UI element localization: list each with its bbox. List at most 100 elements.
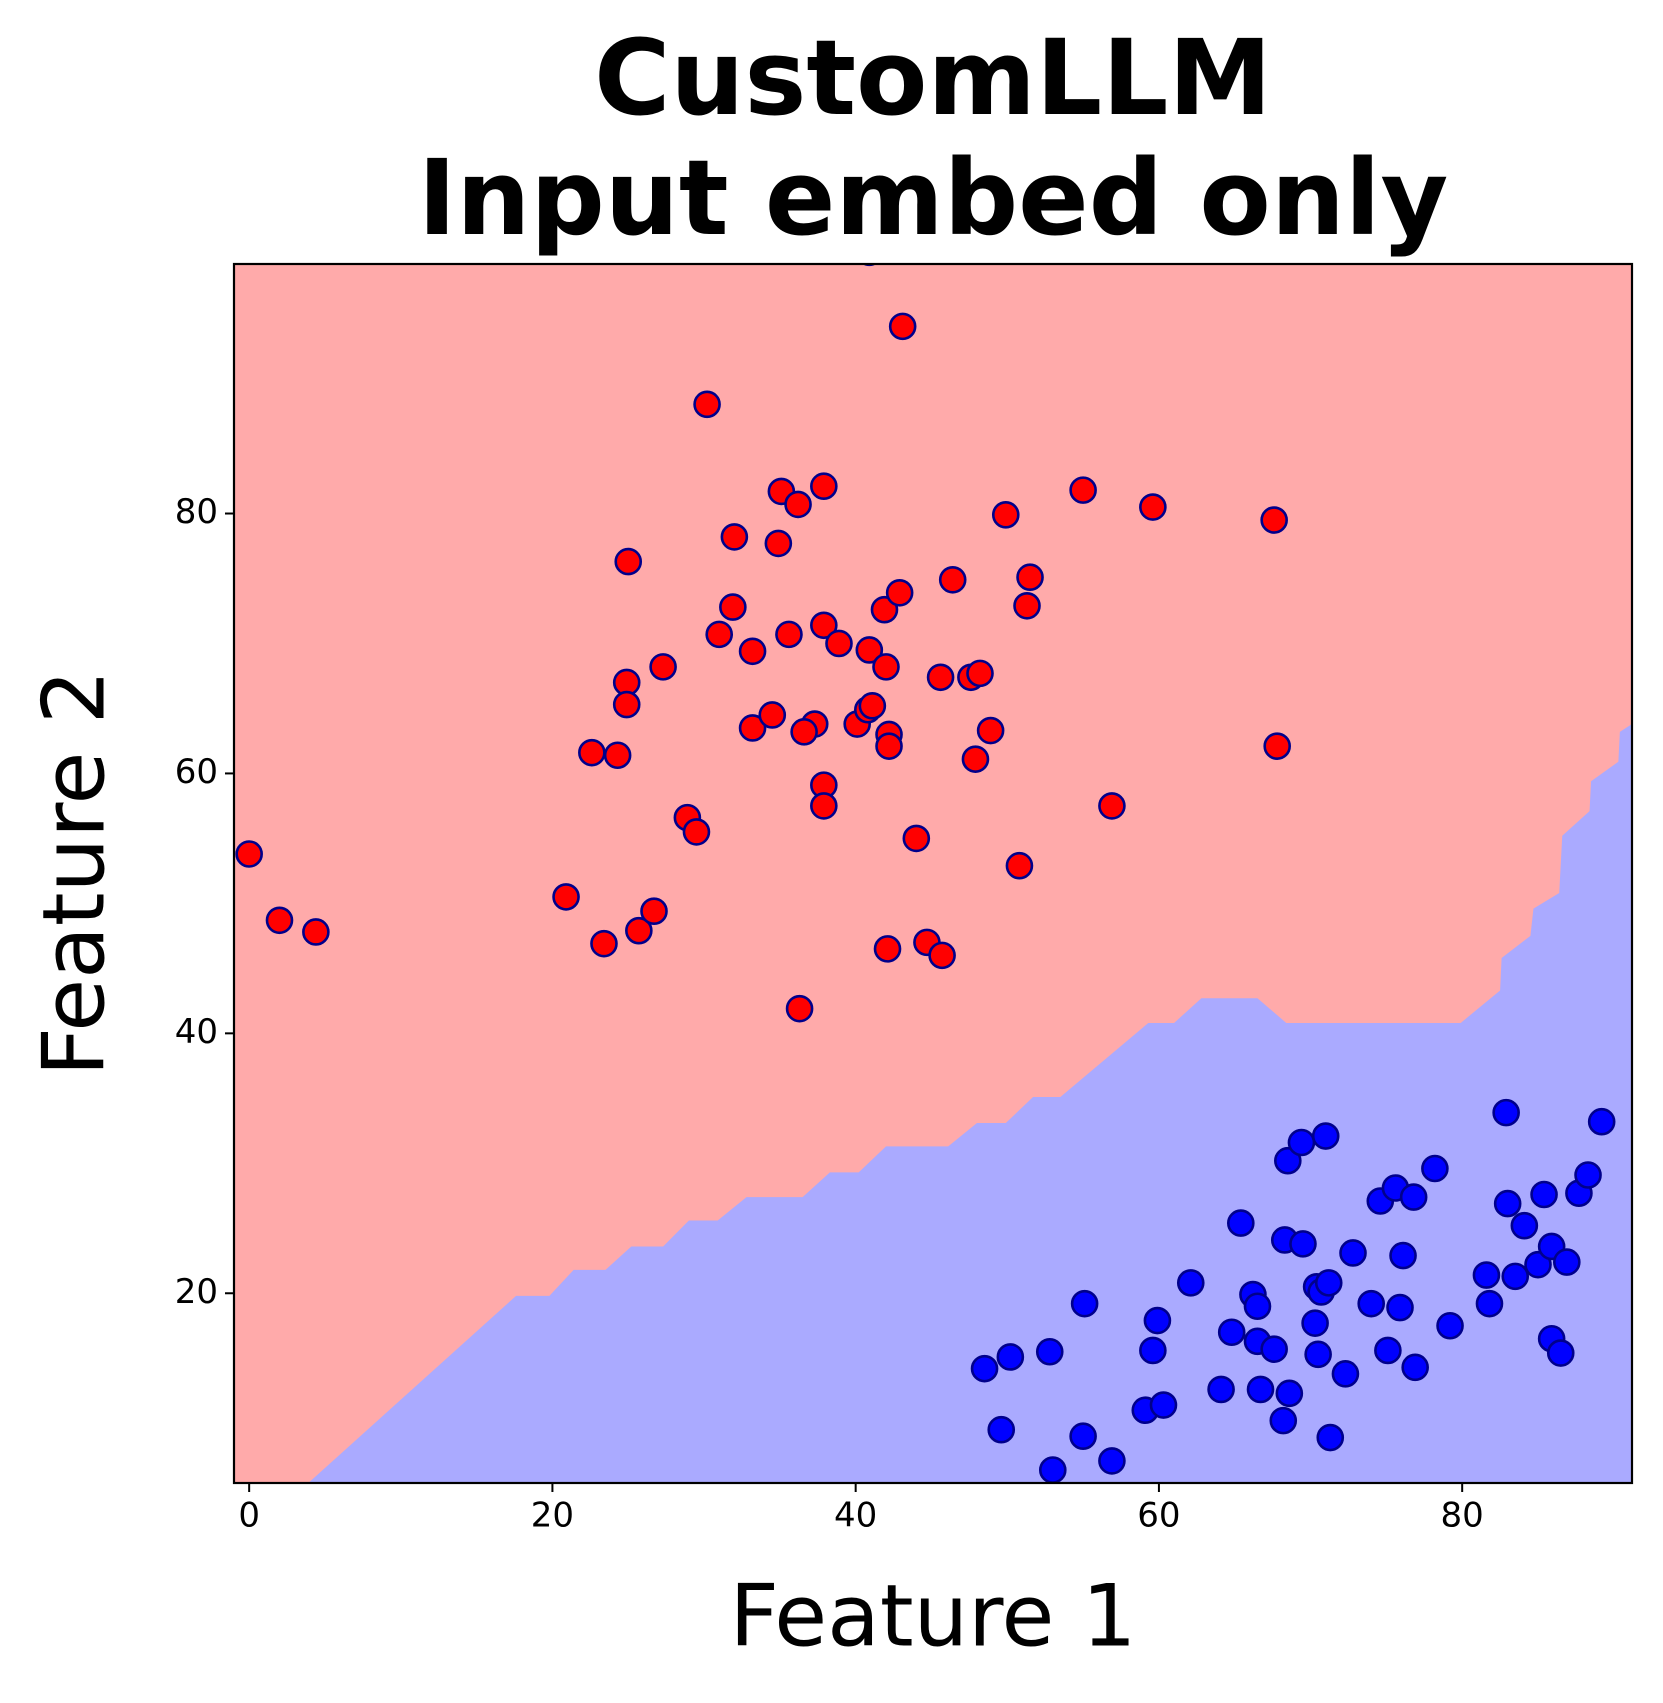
scatter-point: [1274, 1146, 1302, 1175]
scatter-point: [872, 653, 900, 681]
scatter-point: [938, 565, 967, 594]
scatter-point: [1493, 1189, 1522, 1218]
x-tick-label: 0: [238, 1496, 260, 1536]
scatter-point: [1139, 1336, 1167, 1365]
scatter-point: [1524, 1250, 1552, 1279]
y-tick-label: 60: [175, 752, 218, 792]
scatter-point: [720, 523, 749, 551]
scatter-point: [1289, 1230, 1317, 1258]
scatter-point: [1546, 1339, 1575, 1367]
scatter-point: [902, 824, 931, 853]
scatter-point: [888, 312, 917, 341]
scatter-point: [885, 578, 914, 607]
scatter-point: [1357, 1289, 1386, 1318]
scatter-point: [1013, 591, 1041, 620]
scatter-point: [810, 792, 838, 820]
scatter-point: [1069, 476, 1097, 504]
scatter-point: [1574, 1161, 1602, 1189]
scatter-point: [682, 818, 711, 846]
scatter-point: [1260, 506, 1288, 534]
scatter-point: [1530, 1180, 1558, 1209]
scatter-point: [1374, 1336, 1402, 1365]
scatter-point: [1275, 1379, 1304, 1408]
scatter-point: [302, 918, 330, 946]
axes-frame: [232, 262, 1634, 1485]
scatter-point: [1421, 1154, 1449, 1183]
scatter-point: [1301, 1309, 1329, 1337]
scatter-point: [790, 718, 818, 746]
scatter-point: [1386, 1293, 1414, 1322]
scatter-point: [1070, 1289, 1099, 1318]
scatter-point: [1016, 563, 1044, 591]
scatter-point: [1038, 1456, 1067, 1483]
scatter-point: [996, 1343, 1025, 1371]
scatter-point: [693, 390, 721, 419]
scatter-point: [1005, 851, 1034, 880]
scatter-point: [1287, 1128, 1316, 1157]
scatter-point: [1389, 1241, 1417, 1270]
scatter-point: [1587, 1107, 1616, 1136]
scatter-point: [614, 547, 643, 576]
y-tick-label: 40: [175, 1012, 218, 1052]
scatter-point: [870, 595, 899, 624]
scatter-point: [738, 637, 767, 666]
scatter-point: [810, 611, 838, 640]
scatter-point: [961, 745, 990, 773]
x-tick-label: 60: [1137, 1496, 1180, 1536]
scatter-point: [1035, 1337, 1064, 1366]
scatter-point: [928, 941, 956, 970]
scatter-point: [590, 929, 618, 958]
x-tick-label: 80: [1441, 1496, 1484, 1536]
scatter-point: [1269, 1406, 1298, 1435]
scatter-point: [603, 741, 632, 770]
scatter-point: [1098, 1447, 1126, 1475]
scatter-point: [785, 994, 814, 1023]
scatter-point: [1069, 1422, 1097, 1451]
scatter-point: [855, 636, 884, 664]
scatter-point: [235, 840, 263, 868]
x-tick-label: 40: [834, 1496, 877, 1536]
scatter-point: [612, 690, 641, 719]
scatter-point: [1143, 1306, 1172, 1335]
scatter-point: [552, 883, 580, 911]
scatter-point: [1316, 1423, 1345, 1452]
scatter-point: [625, 916, 653, 945]
scatter-point: [873, 935, 902, 963]
scatter-point: [649, 653, 677, 681]
scatter-point: [1227, 1209, 1255, 1237]
scatter-point: [987, 1415, 1016, 1444]
y-axis-label: Feature 2: [24, 669, 124, 1076]
scatter-point: [265, 906, 294, 935]
scatter-point: [976, 716, 1005, 745]
scatter-point: [926, 663, 955, 692]
scatter-point: [775, 620, 803, 649]
scatter-point: [861, 264, 877, 267]
scatter-point: [1501, 1262, 1530, 1291]
scatter-point: [1339, 1239, 1367, 1267]
chart-title: CustomLLM Input embed only: [417, 17, 1449, 259]
scatter-point: [1311, 1122, 1340, 1150]
scatter-point: [1098, 792, 1126, 820]
scatter-point: [1246, 1375, 1275, 1404]
scatter-point: [1436, 1311, 1464, 1340]
scatter-point: [1553, 1248, 1581, 1276]
scatter-point: [810, 472, 838, 501]
scatter-point: [738, 714, 767, 742]
scatter-point: [1475, 1289, 1504, 1318]
scatter-point: [1176, 1269, 1205, 1297]
scatter-point: [1304, 1340, 1332, 1369]
scatter-point: [1492, 1098, 1520, 1127]
scatter-point: [825, 629, 853, 658]
scatter-point: [1139, 493, 1167, 521]
scatter-point: [758, 701, 787, 729]
scatter-point: [719, 593, 747, 621]
scatter-point: [991, 501, 1020, 529]
scatter-point: [1399, 1183, 1428, 1211]
scatter-point: [1472, 1261, 1501, 1289]
scatter-point: [966, 659, 994, 688]
y-tick-label: 20: [175, 1272, 218, 1312]
scatter-point: [1331, 1360, 1360, 1388]
x-tick-label: 20: [531, 1496, 574, 1536]
